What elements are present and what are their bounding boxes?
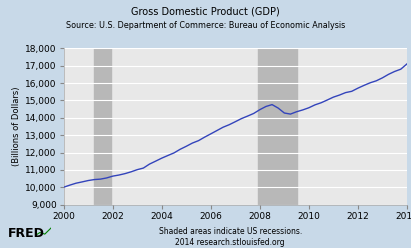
Text: Source: U.S. Department of Commerce: Bureau of Economic Analysis: Source: U.S. Department of Commerce: Bur… xyxy=(66,21,345,30)
Text: Gross Domestic Product (GDP): Gross Domestic Product (GDP) xyxy=(131,6,280,16)
Bar xyxy=(258,48,297,205)
Text: Shaded areas indicate US recessions.: Shaded areas indicate US recessions. xyxy=(159,227,302,236)
Bar xyxy=(95,48,111,205)
Text: 2014 research.stlouisfed.org: 2014 research.stlouisfed.org xyxy=(175,238,285,247)
Y-axis label: (Billions of Dollars): (Billions of Dollars) xyxy=(12,87,21,166)
Text: FRED: FRED xyxy=(8,227,45,240)
